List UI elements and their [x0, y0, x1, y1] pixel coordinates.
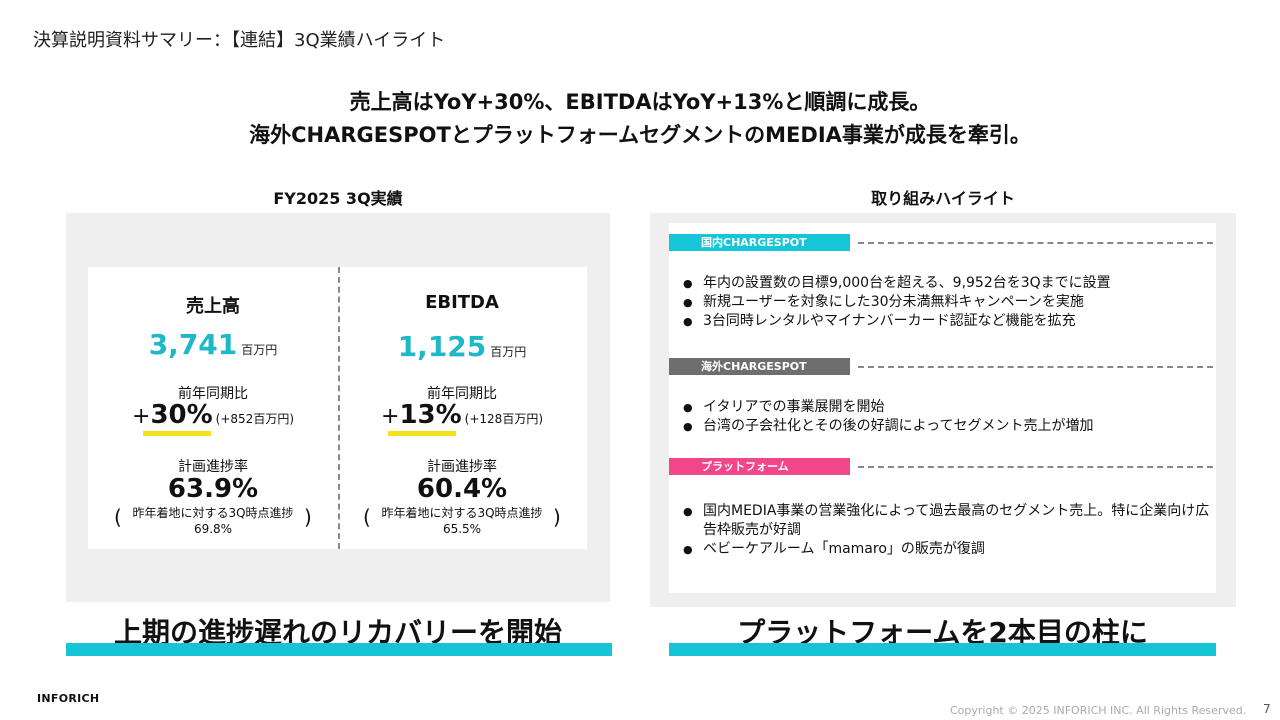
platform-bullets: 国内MEDIA事業の営業強化によって過去最高のセグメント売上。特に企業向け広告枠…	[681, 502, 1211, 559]
revenue-note: ( 昨年着地に対する3Q時点進捗 69.8% )	[88, 505, 338, 539]
revenue-yoy-plus: +	[132, 404, 151, 429]
ebitda-unit: 百万円	[490, 345, 527, 359]
revenue-yoy-row: +30% (+852百万円)	[88, 400, 338, 430]
ebitda-value-row: 1,125 百万円	[337, 330, 587, 363]
revenue-progress-label: 計画進捗率	[178, 459, 248, 475]
tag-platform-dash	[858, 466, 1213, 468]
revenue-value-row: 3,741 百万円	[88, 328, 338, 361]
results-caption-bar	[66, 643, 612, 656]
ebitda-yoy-row: +13% (+128百万円)	[337, 400, 587, 430]
revenue-yoy-label: 前年同期比	[178, 386, 248, 402]
page-number: 7	[1263, 702, 1271, 716]
ebitda-yoy-label: 前年同期比	[427, 386, 497, 402]
list-item: イタリアでの事業展開を開始	[681, 398, 1211, 417]
results-section-label: FY2025 3Q実績	[273, 189, 403, 208]
list-item: 国内MEDIA事業の営業強化によって過去最高のセグメント売上。特に企業向け広告枠…	[681, 502, 1211, 540]
tag-domestic-dash	[858, 242, 1213, 244]
results-divider	[338, 267, 340, 549]
ebitda-progress-value: 60.4%	[416, 474, 508, 504]
revenue-title: 売上高	[186, 296, 240, 317]
list-item: 年内の設置数の目標9,000台を超える、9,952台を3Qまでに設置	[681, 274, 1211, 293]
slide-title: 決算説明資料サマリー：【連結】3Q業績ハイライト	[33, 30, 446, 51]
list-item: 3台同時レンタルやマイナンバーカード認証など機能を拡充	[681, 312, 1211, 331]
overseas-bullets: イタリアでの事業展開を開始 台湾の子会社化とその後の好調によってセグメント売上が…	[681, 398, 1211, 436]
tag-overseas-dash	[858, 366, 1213, 368]
ebitda-title: EBITDA	[425, 292, 499, 313]
list-item: 台湾の子会社化とその後の好調によってセグメント売上が増加	[681, 417, 1211, 436]
revenue-note-line-1: 昨年着地に対する3Q時点進捗	[132, 506, 294, 520]
revenue-unit: 百万円	[241, 343, 278, 357]
tag-overseas-chargespot: 海外CHARGESPOT	[669, 358, 850, 375]
revenue-yoy-underline	[143, 431, 211, 436]
ebitda-yoy-sub: (+128百万円)	[464, 412, 543, 426]
tag-platform: プラットフォーム	[669, 458, 850, 475]
ebitda-note-line-2: 65.5%	[442, 522, 482, 536]
ebitda-yoy-value: 13%	[399, 400, 462, 430]
highlights-section-label: 取り組みハイライト	[871, 189, 1015, 208]
ebitda-note-line-1: 昨年着地に対する3Q時点進捗	[381, 506, 543, 520]
highlights-caption-bar	[669, 643, 1216, 656]
inforich-logo: INFORICH	[37, 692, 100, 705]
headline-line-1: 売上高はYoY+30%、EBITDAはYoY+13%と順調に成長。	[349, 90, 931, 114]
revenue-yoy-value: 30%	[150, 400, 213, 430]
domestic-bullets: 年内の設置数の目標9,000台を超える、9,952台を3Qまでに設置 新規ユーザ…	[681, 274, 1211, 331]
ebitda-value: 1,125	[397, 330, 487, 363]
list-item: ベビーケアルーム「mamaro」の販売が復調	[681, 540, 1211, 559]
revenue-progress-value: 63.9%	[167, 474, 259, 504]
tag-domestic-chargespot: 国内CHARGESPOT	[669, 234, 850, 251]
ebitda-yoy-underline	[388, 431, 456, 436]
list-item: 新規ユーザーを対象にした30分未満無料キャンペーンを実施	[681, 293, 1211, 312]
ebitda-progress-label: 計画進捗率	[427, 459, 497, 475]
headline-line-2: 海外CHARGESPOTとプラットフォームセグメントのMEDIA事業が成長を牽引…	[249, 123, 1031, 147]
results-card	[88, 267, 587, 549]
revenue-yoy-sub: (+852百万円)	[215, 412, 294, 426]
revenue-note-line-2: 69.8%	[193, 522, 233, 536]
copyright: Copyright © 2025 INFORICH INC. All Right…	[950, 704, 1247, 717]
ebitda-yoy-plus: +	[381, 404, 400, 429]
ebitda-note: ( 昨年着地に対する3Q時点進捗 65.5% )	[337, 505, 587, 539]
revenue-value: 3,741	[148, 328, 238, 361]
